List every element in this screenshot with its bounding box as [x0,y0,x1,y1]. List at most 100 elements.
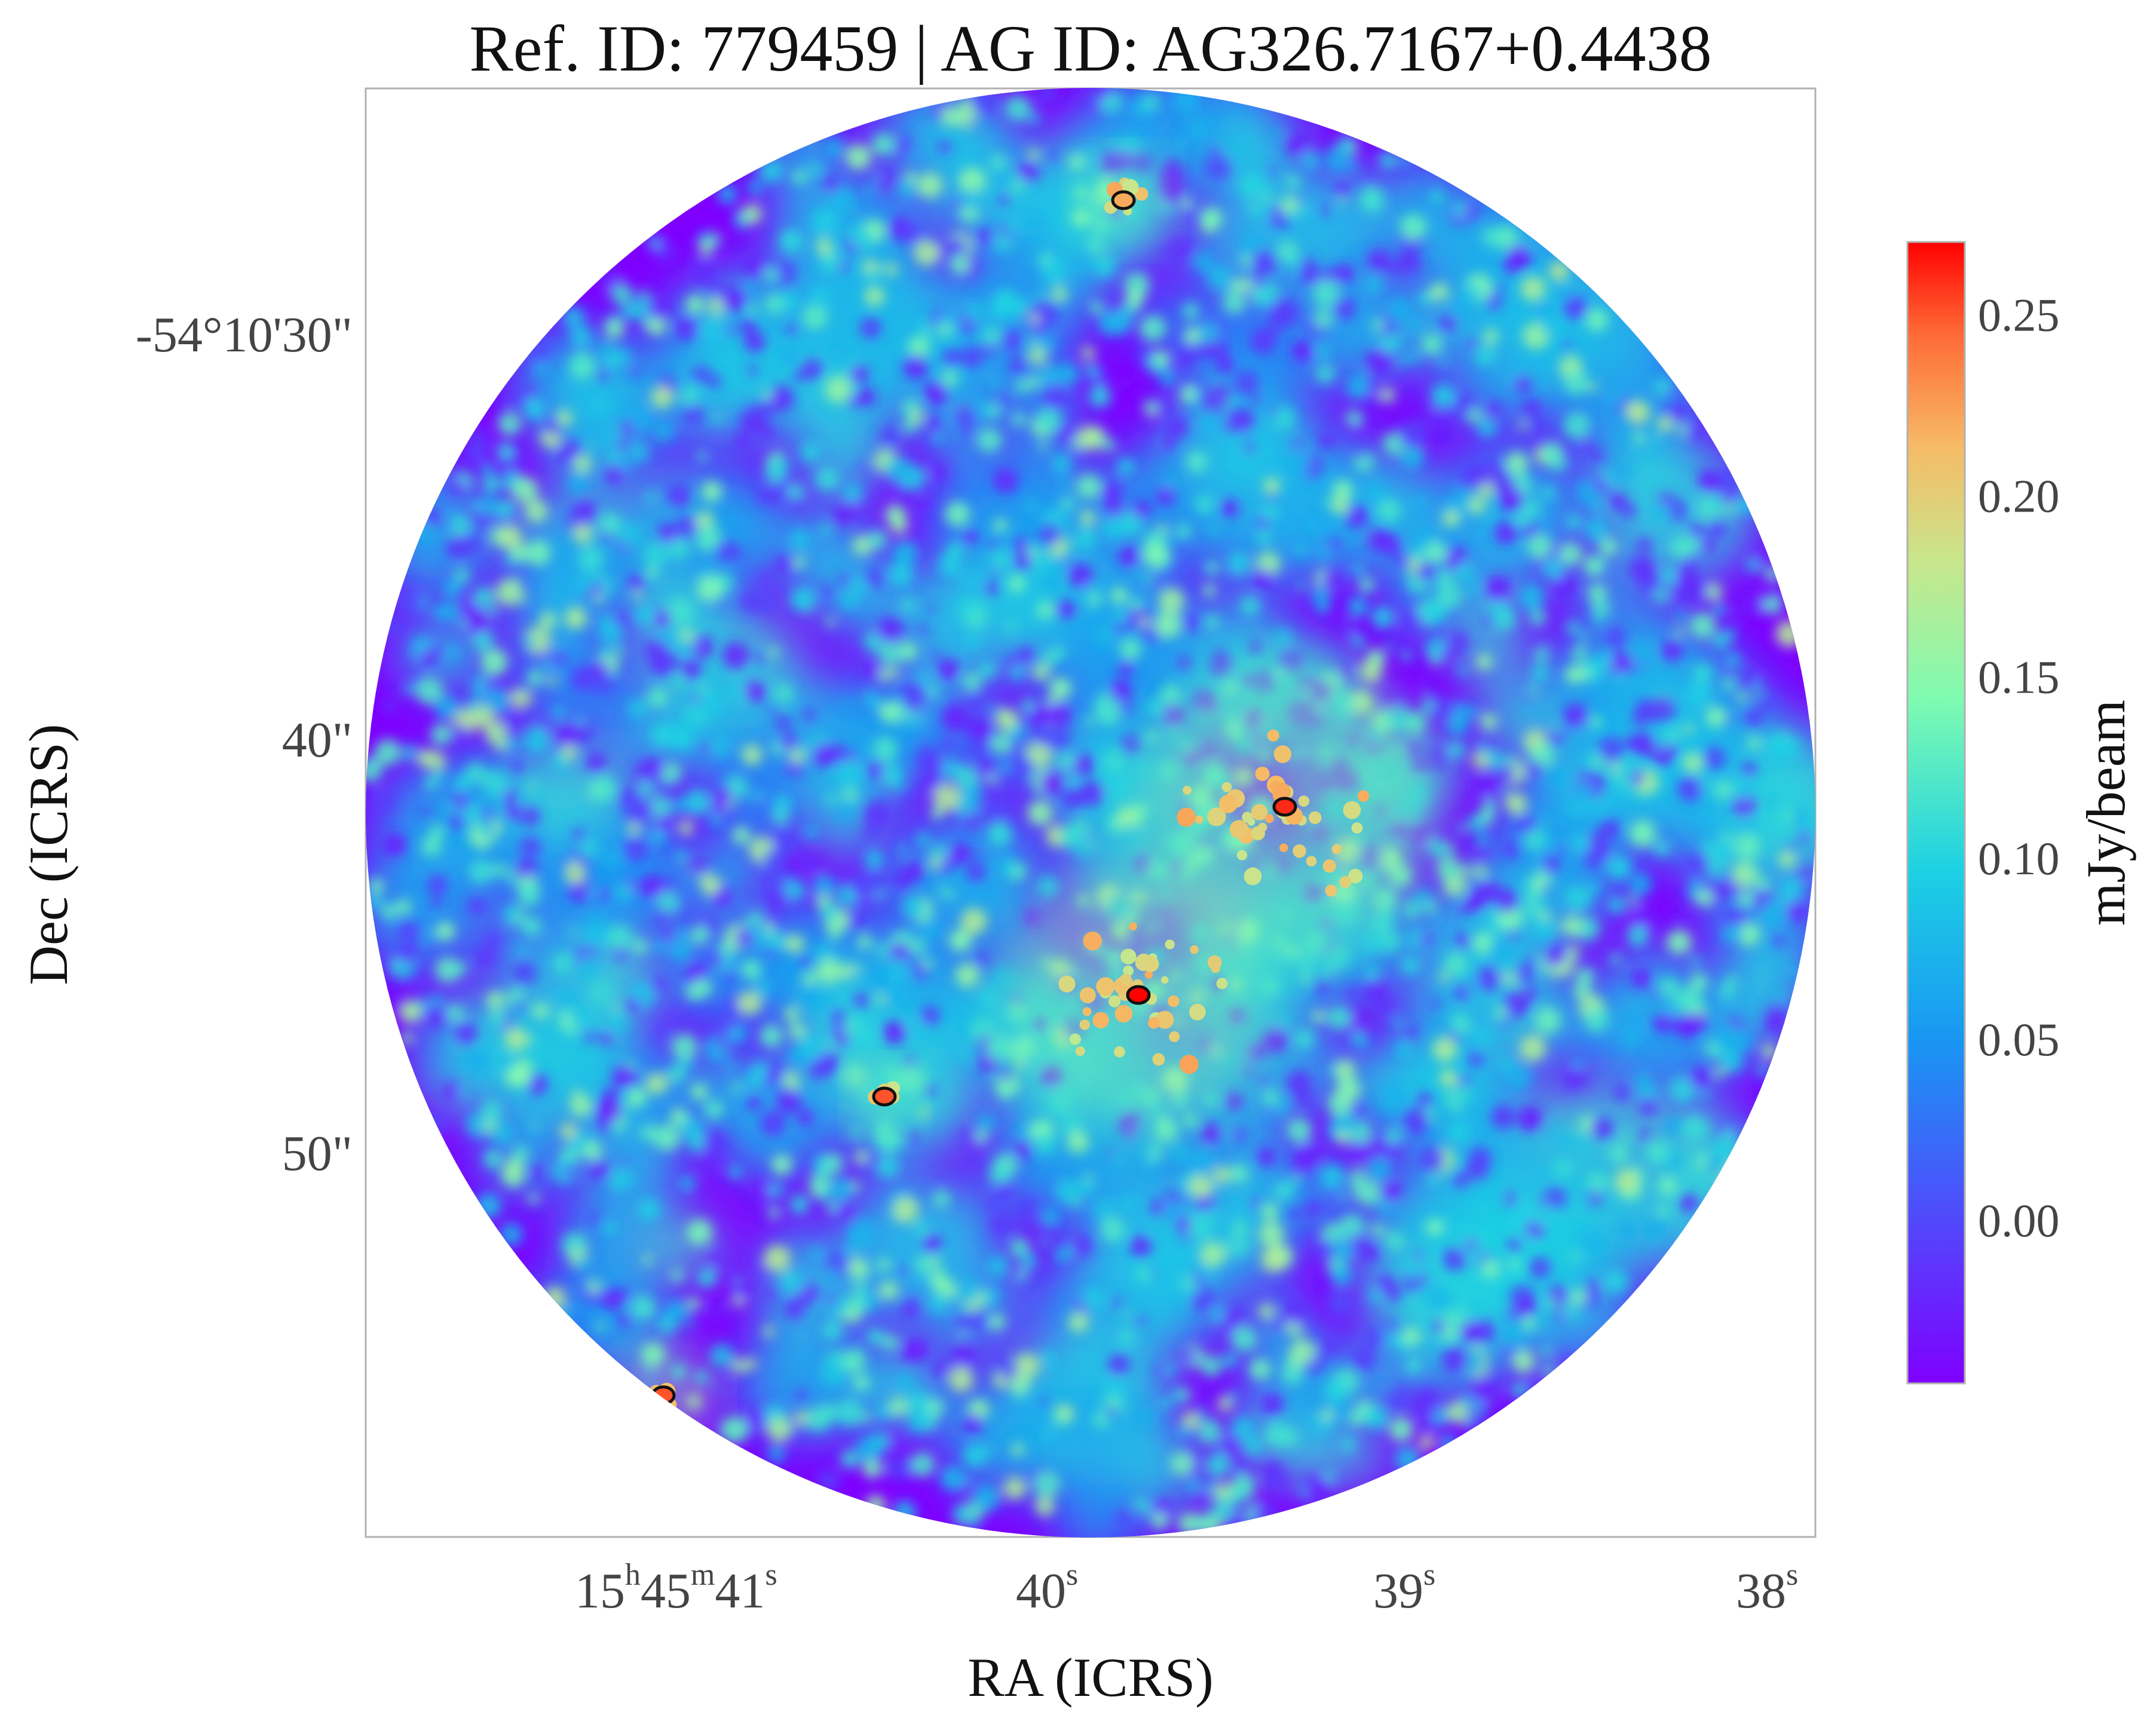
noise-speck [1529,956,1538,965]
noise-speck [816,238,834,255]
noise-speck [999,194,1010,205]
noise-speck [1633,906,1658,930]
noise-speck [1584,555,1604,577]
noise-speck [562,745,577,760]
source-emission [1230,820,1249,839]
noise-speck [1514,376,1532,393]
noise-speck [1154,611,1181,639]
noise-speck [423,1004,448,1029]
noise-speck [1330,1263,1353,1286]
noise-speck [526,669,544,687]
noise-speck [813,875,836,898]
noise-speck [1614,1169,1639,1194]
noise-speck [673,924,688,940]
noise-speck [1503,1317,1526,1340]
noise-speck [819,523,832,537]
noise-speck [880,426,901,447]
noise-speck [1522,1316,1536,1330]
noise-speck [1744,670,1759,685]
noise-speck [1333,181,1350,199]
noise-speck [1141,1160,1159,1177]
noise-speck [959,203,980,223]
noise-speck [1259,1149,1272,1162]
noise-speck [678,820,694,835]
noise-speck [926,1398,944,1416]
noise-speck [1331,497,1350,515]
colorbar [1906,241,1966,1385]
noise-speck [822,1320,843,1341]
noise-speck [825,375,852,403]
noise-speck [962,672,982,692]
noise-speck [1230,1473,1257,1499]
noise-speck [1104,843,1114,853]
noise-speck [1674,627,1685,637]
noise-speck [1444,843,1456,855]
noise-speck [795,1389,808,1401]
noise-speck [543,417,562,436]
noise-speck [1309,522,1319,531]
noise-speck [1398,420,1426,448]
noise-speck [627,822,641,836]
noise-speck [1615,758,1636,779]
noise-speck [1061,1114,1084,1137]
noise-speck [642,541,669,568]
noise-speck [763,267,779,283]
noise-speck [920,756,946,782]
noise-speck [596,368,609,381]
noise-speck [1300,1350,1309,1359]
noise-texture-layer [366,88,1815,1535]
noise-speck [1114,608,1127,621]
noise-speck [1532,419,1545,433]
noise-speck [864,286,885,307]
noise-speck [958,1049,969,1059]
noise-speck [1657,416,1674,432]
noise-speck [1291,340,1314,363]
noise-speck [1573,982,1591,1000]
noise-speck [572,523,593,544]
noise-speck [1315,364,1335,384]
noise-speck [1772,933,1786,948]
noise-speck [838,573,852,587]
source-emission [1168,995,1180,1007]
source-emission [1079,1019,1091,1030]
noise-speck [1346,985,1360,1000]
noise-speck [645,1073,667,1095]
noise-speck [745,406,755,416]
noise-speck [1084,716,1095,727]
noise-speck [670,654,681,664]
noise-speck [1630,770,1645,785]
noise-speck [1207,264,1235,292]
noise-speck [1263,477,1281,495]
source-emission [1251,804,1268,820]
noise-speck [743,253,767,277]
noise-speck [1133,1497,1146,1510]
noise-speck [1094,624,1117,647]
noise-speck [964,302,985,323]
noise-speck [1357,449,1367,459]
noise-speck [1181,1348,1198,1364]
noise-speck [1466,340,1477,351]
noise-speck [1475,742,1486,754]
noise-speck [1483,748,1505,770]
noise-speck [508,1064,531,1088]
noise-speck [1731,860,1759,888]
noise-speck [1615,672,1625,682]
noise-speck [1725,923,1744,942]
noise-speck [1201,344,1215,359]
noise-speck [1009,742,1019,752]
noise-speck [1541,442,1565,466]
noise-speck [767,385,795,412]
diffuse-patch [691,840,762,921]
noise-speck [1160,684,1181,705]
noise-speck [958,597,977,616]
noise-speck [1441,1218,1454,1232]
noise-speck [917,917,941,941]
noise-speck [1334,264,1355,284]
noise-speck [1432,1036,1458,1062]
noise-speck [802,359,823,380]
noise-speck [1260,1247,1287,1273]
noise-speck [1290,1163,1304,1177]
noise-speck [1280,195,1299,215]
noise-speck [756,797,765,807]
noise-speck [1195,494,1215,515]
